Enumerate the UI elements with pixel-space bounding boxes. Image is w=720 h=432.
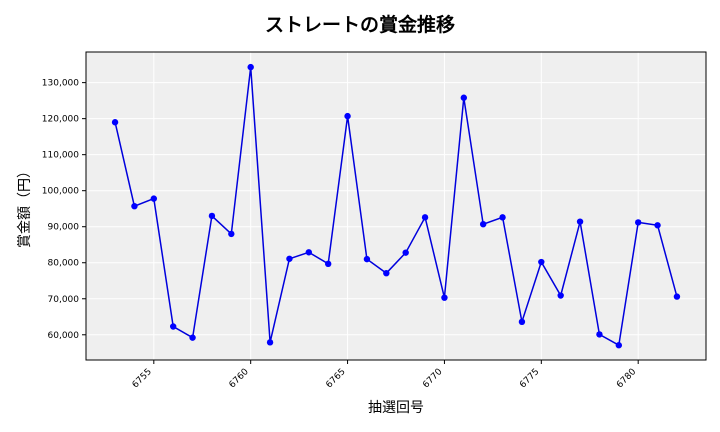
x-tick-label: 6780 [615, 367, 638, 390]
data-point [673, 293, 681, 300]
data-points [111, 63, 681, 349]
data-point [402, 249, 409, 256]
x-tick-label: 6775 [518, 367, 541, 390]
plot-frame [85, 51, 707, 361]
data-point [499, 214, 506, 221]
series-line [114, 67, 678, 347]
y-axis-ticks: 60,000 70,000 80,000 90,000 100,000 110,000 12… [42, 79, 86, 341]
data-point [169, 323, 177, 330]
plot-area [86, 52, 706, 360]
data-point [344, 112, 351, 120]
data-point [460, 94, 468, 101]
x-tick-label: 6765 [324, 367, 347, 390]
data-point [557, 292, 564, 299]
y-tick-label: 80,000 [48, 259, 80, 269]
x-tick-label: 6770 [421, 367, 444, 390]
data-point [228, 230, 235, 238]
data-point [324, 260, 332, 268]
y-tick-label: 70,000 [48, 295, 80, 305]
y-tick-label: 120,000 [42, 115, 79, 125]
y-tick-label: 60,000 [48, 331, 80, 341]
data-point [634, 219, 642, 226]
data-point [654, 222, 661, 229]
data-point [150, 195, 158, 202]
y-tick-label: 90,000 [48, 223, 80, 233]
data-point [247, 63, 254, 71]
data-point [596, 331, 603, 338]
y-tick-label: 110,000 [42, 151, 79, 161]
data-point [189, 334, 196, 341]
y-tick-label: 130,000 [42, 79, 79, 89]
grid-lines [86, 52, 706, 360]
y-axis-label: 賞金額（円） [17, 164, 33, 248]
data-point [286, 255, 293, 262]
data-point [131, 202, 138, 210]
data-point [208, 212, 216, 220]
data-point [576, 218, 584, 225]
chart-title: ストレートの賞金推移 [264, 14, 455, 36]
data-point [266, 339, 274, 346]
data-point [441, 294, 448, 301]
data-point [479, 220, 487, 228]
x-tick-label: 6755 [131, 367, 154, 390]
data-point [363, 255, 371, 263]
data-point [111, 119, 119, 126]
x-tick-label: 6760 [228, 367, 251, 390]
data-point [518, 318, 526, 326]
x-axis-ticks: 6755 6760 6765 6770 6775 6780 [131, 360, 639, 390]
data-point [538, 258, 545, 266]
data-point [421, 214, 429, 221]
data-point [305, 249, 313, 256]
y-tick-label: 100,000 [42, 187, 79, 197]
data-point [615, 342, 623, 349]
x-axis-label: 抽選回号 [368, 400, 424, 416]
data-point [383, 269, 390, 277]
